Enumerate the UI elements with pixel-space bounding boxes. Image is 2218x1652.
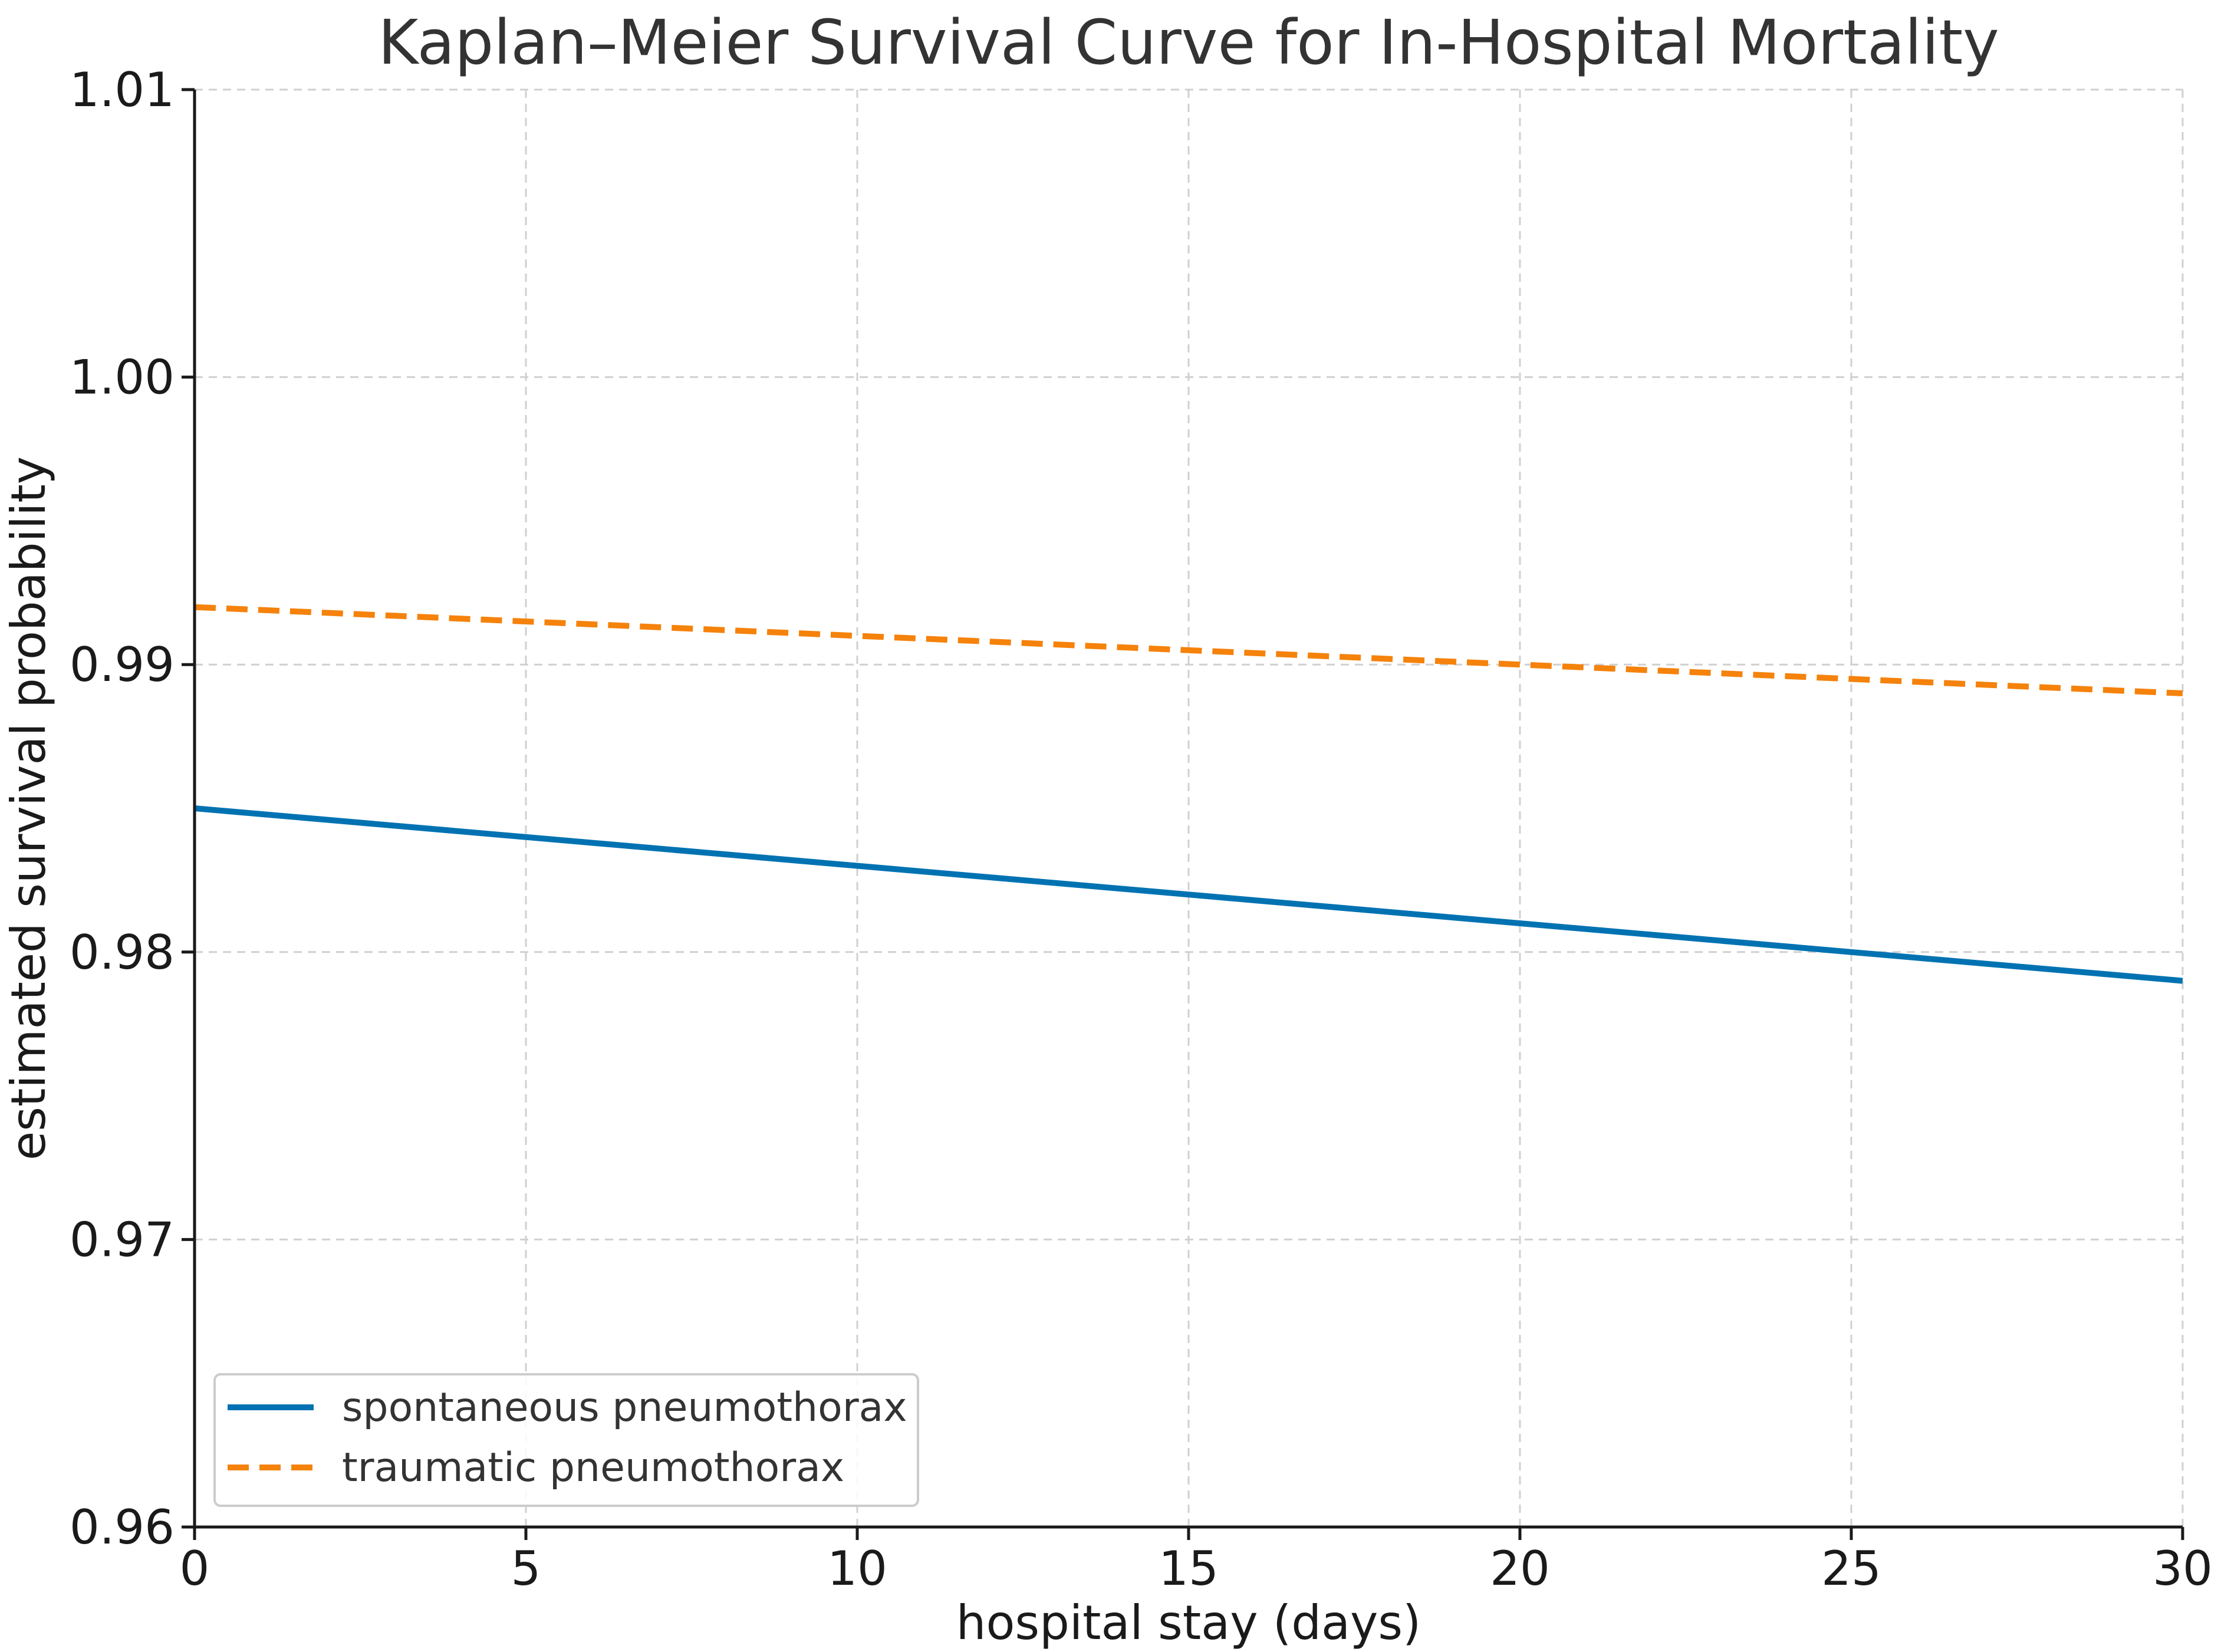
x-axis-label: hospital stay (days) — [956, 1595, 1421, 1650]
y-tick-label: 0.96 — [70, 1500, 175, 1555]
legend-label-traumatic: traumatic pneumothorax — [342, 1444, 844, 1491]
y-tick-label: 1.01 — [70, 62, 175, 117]
x-tick-label: 30 — [2153, 1541, 2213, 1596]
y-axis-label: estimated survival probability — [1, 456, 56, 1160]
legend-frame — [213, 1373, 919, 1507]
series-layer — [194, 604, 2183, 984]
x-tick-label: 20 — [1490, 1541, 1550, 1596]
y-ticks: 0.96 0.97 0.98 0.99 1.00 1.01 — [70, 62, 195, 1555]
x-tick-label: 10 — [827, 1541, 887, 1596]
x-tick-label: 0 — [180, 1541, 210, 1596]
series-line-spontaneous — [194, 805, 2183, 984]
y-tick-label: 0.98 — [70, 925, 175, 980]
x-tick-label: 15 — [1159, 1541, 1219, 1596]
x-tick-label: 25 — [1821, 1541, 1881, 1596]
chart-title: Kaplan–Meier Survival Curve for In-Hospi… — [378, 6, 1999, 78]
y-tick-label: 0.99 — [70, 637, 175, 692]
legend: spontaneous pneumothorax traumatic pneum… — [213, 1373, 919, 1507]
x-ticks: 0 5 10 15 20 25 30 — [180, 1527, 2213, 1596]
y-tick-label: 0.97 — [70, 1212, 175, 1267]
series-line-traumatic — [194, 604, 2183, 696]
legend-label-spontaneous: spontaneous pneumothorax — [342, 1384, 907, 1431]
x-tick-label: 5 — [511, 1541, 541, 1596]
y-tick-label: 1.00 — [70, 350, 175, 405]
grid — [195, 88, 2184, 1527]
